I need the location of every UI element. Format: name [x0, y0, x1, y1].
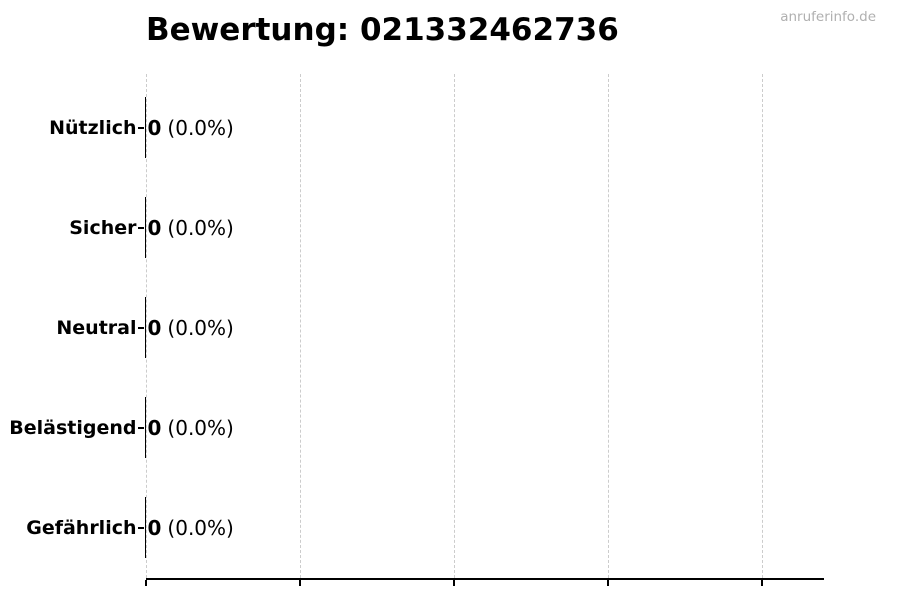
value-label: 0 (0.0%): [148, 114, 234, 142]
plot-area: Nützlich 0 (0.0%) Sicher 0 (0.0%) Neutral 0 (0.0…: [9, 74, 824, 586]
zero-width-bar: [144, 397, 147, 458]
chart-title: Bewertung: 021332462736: [146, 12, 619, 48]
value-count: 0: [147, 215, 162, 240]
x-axis-tick: [607, 580, 609, 586]
value-label: 0 (0.0%): [148, 314, 234, 342]
x-axis-tick: [145, 580, 147, 586]
value-percent: (0.0%): [167, 115, 234, 140]
x-axis-tick: [761, 580, 763, 586]
x-gridline: [607, 74, 609, 578]
category-label: Nützlich: [49, 116, 137, 139]
x-axis-tick: [453, 580, 455, 586]
category-label: Sicher: [69, 216, 137, 239]
x-gridline: [299, 74, 301, 578]
value-percent: (0.0%): [167, 515, 234, 540]
x-gridline: [453, 74, 455, 578]
category-label: Belästigend: [9, 416, 137, 439]
x-axis-tick: [299, 580, 301, 586]
value-count: 0: [147, 515, 162, 540]
zero-width-bar: [144, 297, 147, 358]
zero-width-bar: [144, 197, 147, 258]
x-gridline: [761, 74, 763, 578]
value-percent: (0.0%): [167, 215, 234, 240]
value-count: 0: [147, 415, 162, 440]
category-label: Neutral: [56, 316, 137, 339]
y-tick-mark: [137, 326, 144, 329]
value-label: 0 (0.0%): [148, 514, 234, 542]
zero-width-bar: [144, 497, 147, 558]
category-label: Gefährlich: [26, 516, 137, 539]
y-tick-mark: [137, 126, 144, 129]
value-label: 0 (0.0%): [148, 214, 234, 242]
value-percent: (0.0%): [167, 415, 234, 440]
y-tick-mark: [137, 426, 144, 429]
watermark-text: anruferinfo.de: [780, 9, 876, 25]
y-tick-mark: [137, 226, 144, 229]
value-label: 0 (0.0%): [148, 414, 234, 442]
value-percent: (0.0%): [167, 315, 234, 340]
y-tick-mark: [137, 526, 144, 529]
value-count: 0: [147, 115, 162, 140]
x-axis-line: [145, 578, 824, 580]
zero-width-bar: [144, 97, 147, 158]
value-count: 0: [147, 315, 162, 340]
